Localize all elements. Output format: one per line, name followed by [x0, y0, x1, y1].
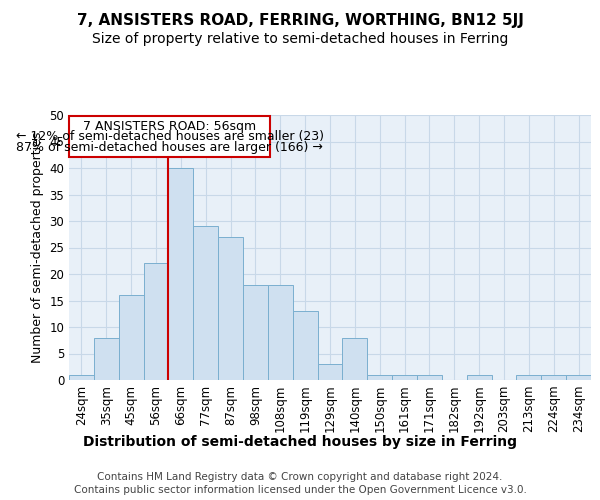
Bar	[94, 338, 119, 380]
Bar	[566, 374, 591, 380]
Bar	[517, 374, 541, 380]
Text: 7 ANSISTERS ROAD: 56sqm: 7 ANSISTERS ROAD: 56sqm	[83, 120, 256, 133]
FancyBboxPatch shape	[70, 116, 271, 158]
Text: Size of property relative to semi-detached houses in Ferring: Size of property relative to semi-detach…	[92, 32, 508, 46]
Bar	[169, 168, 193, 380]
Bar	[467, 374, 491, 380]
Text: Contains HM Land Registry data © Crown copyright and database right 2024.: Contains HM Land Registry data © Crown c…	[97, 472, 503, 482]
Bar	[343, 338, 367, 380]
Text: 7, ANSISTERS ROAD, FERRING, WORTHING, BN12 5JJ: 7, ANSISTERS ROAD, FERRING, WORTHING, BN…	[77, 12, 523, 28]
Bar	[193, 226, 218, 380]
Bar	[541, 374, 566, 380]
Text: ← 12% of semi-detached houses are smaller (23): ← 12% of semi-detached houses are smalle…	[16, 130, 324, 143]
Bar	[317, 364, 343, 380]
Bar	[119, 295, 143, 380]
Bar	[243, 284, 268, 380]
Bar	[143, 264, 169, 380]
Bar	[293, 311, 317, 380]
Bar	[268, 284, 293, 380]
Bar	[417, 374, 442, 380]
Text: 87% of semi-detached houses are larger (166) →: 87% of semi-detached houses are larger (…	[16, 140, 323, 153]
Text: Contains public sector information licensed under the Open Government Licence v3: Contains public sector information licen…	[74, 485, 526, 495]
Text: Distribution of semi-detached houses by size in Ferring: Distribution of semi-detached houses by …	[83, 435, 517, 449]
Bar	[69, 374, 94, 380]
Bar	[218, 237, 243, 380]
Bar	[367, 374, 392, 380]
Y-axis label: Number of semi-detached properties: Number of semi-detached properties	[31, 132, 44, 363]
Bar	[392, 374, 417, 380]
